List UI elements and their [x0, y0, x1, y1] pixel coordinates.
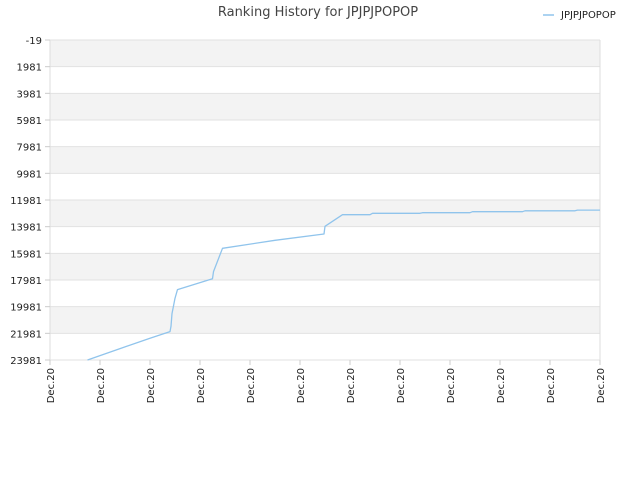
- background-band: [50, 66, 600, 94]
- x-tick-label: Dec.20: [496, 368, 507, 403]
- background-band: [50, 93, 600, 120]
- y-axis: -19 1981 3981 5981 7981 9981 11981 13981 15981 17…: [10, 36, 50, 367]
- series-layer: [87, 209, 600, 361]
- x-tick-label: Dec.20: [146, 368, 157, 403]
- x-tick-label: Dec.20: [96, 368, 107, 403]
- background-band: [50, 120, 600, 147]
- series-line: [87, 209, 600, 361]
- y-tick-label: 11981: [10, 196, 42, 207]
- background-band: [50, 253, 600, 280]
- x-tick-label: Dec.20: [346, 368, 357, 403]
- x-tick-label: Dec.20: [596, 368, 607, 403]
- background-band: [50, 173, 600, 200]
- background-band: [50, 146, 600, 174]
- y-tick-label: 21981: [10, 329, 42, 340]
- background-band: [50, 40, 600, 67]
- y-tick-label: -19: [26, 36, 42, 47]
- legend: JPJPJPOPOP: [543, 10, 616, 21]
- x-tick-label: Dec.20: [396, 368, 407, 403]
- background-band: [50, 280, 600, 307]
- y-tick-label: 5981: [17, 116, 42, 127]
- y-tick-label: 13981: [10, 223, 42, 234]
- y-tick-label: 23981: [10, 356, 42, 367]
- x-tick-label: Dec.20: [446, 368, 457, 403]
- y-tick-label: 15981: [10, 249, 42, 260]
- x-tick-label: Dec.20: [546, 368, 557, 403]
- y-tick-label: 19981: [10, 303, 42, 314]
- y-tick-label: 7981: [17, 143, 42, 154]
- x-tick-label: Dec.20: [46, 368, 57, 403]
- x-axis: Dec.20 Dec.20 Dec.20 Dec.20 Dec.20 Dec.20 Dec.…: [46, 360, 607, 403]
- background-band: [50, 306, 600, 334]
- background-band: [50, 200, 600, 227]
- x-tick-label: Dec.20: [196, 368, 207, 403]
- background-band: [50, 333, 600, 360]
- y-tick-label: 9981: [17, 169, 42, 180]
- y-tick-label: 17981: [10, 276, 42, 287]
- chart-title: Ranking History for JPJPJPOPOP: [218, 5, 418, 20]
- legend-label: JPJPJPOPOP: [560, 10, 616, 21]
- x-tick-label: Dec.20: [246, 368, 257, 403]
- x-tick-label: Dec.20: [296, 368, 307, 403]
- background-bands: [50, 40, 600, 360]
- y-tick-label: 3981: [17, 89, 42, 100]
- y-tick-label: 1981: [17, 63, 42, 74]
